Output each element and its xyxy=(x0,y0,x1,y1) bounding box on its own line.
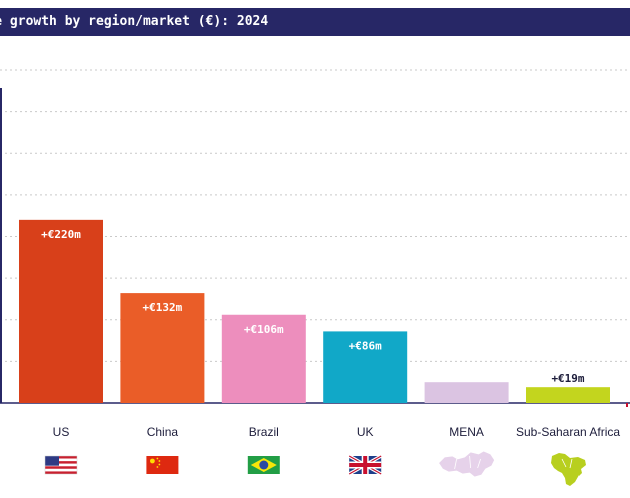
value-label: +€106m xyxy=(244,323,284,336)
chart-title-bar: Net revenue growth by region/market (€):… xyxy=(0,8,630,36)
category-label: MENA xyxy=(449,425,484,439)
chart-title: Net revenue growth by region/market (€):… xyxy=(0,14,269,29)
category-label: China xyxy=(147,425,179,439)
africa-map-icon xyxy=(551,453,586,486)
category-label: US xyxy=(53,425,70,439)
bar-china xyxy=(120,293,205,403)
bar-brazil xyxy=(221,314,306,403)
category-label: Brazil xyxy=(249,425,279,439)
value-label: +€86m xyxy=(349,339,382,352)
value-label: +€19m xyxy=(551,372,584,385)
value-label: +€25m xyxy=(450,367,483,380)
value-label: +€132m xyxy=(143,301,183,314)
china-flag-icon xyxy=(146,456,179,474)
value-label: +€220m xyxy=(41,228,81,241)
bar-uk xyxy=(323,331,408,403)
bar-sub-saharan-africa xyxy=(526,387,610,403)
bar-us xyxy=(19,219,103,403)
us-flag-icon xyxy=(44,455,78,475)
brazil-flag-icon xyxy=(247,456,280,474)
mena-map-icon xyxy=(438,450,496,478)
gridlines xyxy=(0,69,630,362)
uk-flag-icon xyxy=(348,454,383,476)
category-label: UK xyxy=(357,425,374,439)
category-label: Sub-Saharan Africa xyxy=(516,425,620,439)
bar-mena xyxy=(424,382,509,403)
